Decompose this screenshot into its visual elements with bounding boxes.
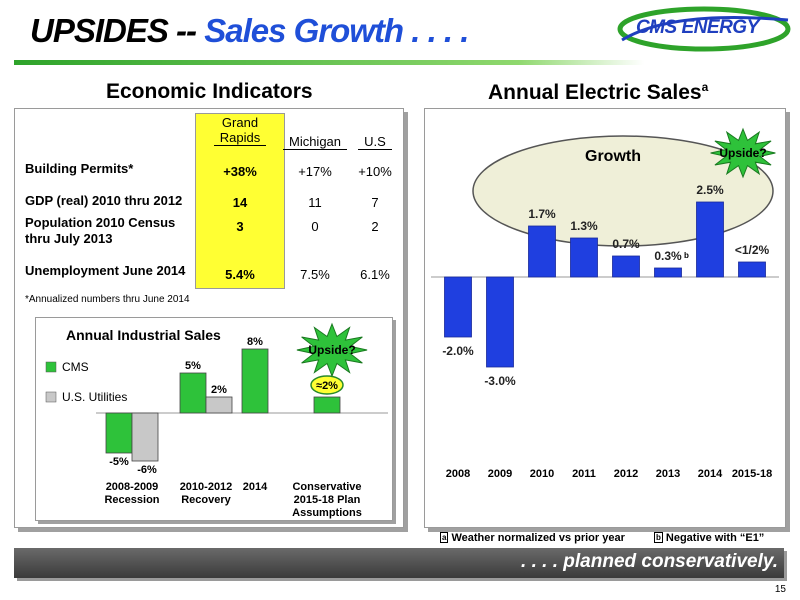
value-us-building: +10% [358, 164, 392, 179]
bar-2011 [570, 237, 598, 278]
bar-2009 [486, 276, 514, 368]
x-tick-0-0: 2008-2009 [106, 481, 159, 493]
bar-u-s-utilities-0 [131, 412, 159, 462]
x-tick-2010: 2010 [530, 468, 554, 480]
data-label-cms-2: 8% [247, 336, 263, 348]
estimate-highlight [310, 375, 344, 395]
econ-heading: Economic Indicators [106, 80, 313, 103]
legend-label-us: U.S. Utilities [62, 390, 127, 404]
bar-2013 [654, 267, 682, 278]
x-tick-2008: 2008 [446, 468, 470, 480]
upside-starburst-icon [296, 322, 368, 378]
data-label-2011: 1.3% [570, 219, 598, 233]
industrial-sales-panel: Annual Industrial Sales CMS U.S. Utilities… [35, 317, 393, 521]
value-us-gdp: 7 [371, 195, 379, 210]
page-title: UPSIDES -- Sales Growth . . . . [30, 12, 469, 49]
bar-2014 [696, 201, 724, 278]
growth-label: Growth [585, 148, 641, 165]
value-gr-gdp: 14 [232, 195, 248, 210]
industrial-title: Annual Industrial Sales [66, 327, 221, 343]
row-label-gdp: GDP (real) 2010 thru 2012 [25, 193, 183, 208]
x-tick-2015-18: 2015-18 [732, 468, 772, 480]
legend-swatch-cms [45, 361, 57, 373]
value-us-population: 2 [371, 219, 379, 234]
data-label-cms-0: -5% [109, 456, 129, 468]
x-tick-2011: 2011 [572, 468, 596, 480]
value-gr-unemployment: 5.4% [225, 267, 255, 282]
row-label-population: Population 2010 Census thru July 2013 [25, 215, 176, 246]
bar-u-s-utilities-1 [205, 396, 233, 414]
upside-label: Upside? [719, 146, 766, 160]
data-label-2013: 0.3% [654, 249, 682, 263]
data-label-2015-18: <1/2% [735, 243, 770, 257]
bar-cms-0 [105, 412, 133, 454]
x-tick-2014: 2014 [698, 468, 723, 480]
econ-panel: Grand Rapids Michigan U.S Building Permi… [14, 108, 404, 528]
value-mi-population: 0 [311, 219, 319, 234]
data-label-u-s-utilities-1: 2% [211, 384, 227, 396]
page-number: 15 [774, 584, 786, 595]
data-label-cms-1: 5% [185, 360, 201, 372]
value-us-unemployment: 6.1% [360, 267, 390, 282]
bar-cms-3 [313, 396, 341, 414]
cms-energy-logo: CMS ENERGY [612, 4, 792, 54]
col-head-michigan: Michigan [277, 134, 353, 150]
industrial-upside-label: Upside? [308, 343, 355, 357]
bar-2010 [528, 225, 556, 278]
bar-2015-18 [738, 261, 766, 278]
x-tick-3-1: 2015-18 Plan [294, 494, 361, 506]
data-label-note: b [684, 251, 689, 260]
bar-2012 [612, 255, 640, 278]
x-tick-2012: 2012 [614, 468, 638, 480]
x-tick-3-2: Assumptions [292, 507, 362, 519]
value-gr-population: 3 [236, 219, 244, 234]
col-head-us: U.S [345, 134, 405, 150]
x-tick-0-1: Recession [104, 494, 159, 506]
x-tick-2-0: 2014 [243, 481, 268, 493]
col-head-grand-rapids: Grand Rapids [195, 115, 285, 146]
logo-swoosh-icon [617, 6, 791, 52]
upside-starburst-icon [710, 127, 776, 179]
x-tick-2013: 2013 [656, 468, 680, 480]
x-tick-1-0: 2010-2012 [180, 481, 233, 493]
conclusion-banner: . . . . planned conservatively. [14, 548, 784, 578]
x-tick-1-1: Recovery [181, 494, 231, 506]
data-label-u-s-utilities-0: -6% [137, 464, 157, 476]
value-mi-gdp: 11 [308, 195, 322, 210]
data-label-2012: 0.7% [612, 237, 640, 251]
title-underline [14, 60, 644, 65]
footnote-b: b Negative with “E1” [654, 532, 765, 544]
row-label-building-permits: Building Permits* [25, 161, 134, 176]
data-label-2008: -2.0% [442, 344, 474, 358]
x-tick-3-0: Conservative [292, 481, 361, 493]
electric-heading: Annual Electric Salesa [488, 80, 709, 104]
data-label-cms-3: ≈2% [316, 380, 338, 392]
x-tick-2009: 2009 [488, 468, 512, 480]
bar-2008 [444, 276, 472, 338]
value-gr-building: +38% [223, 164, 257, 179]
footnote-a: a Weather normalized vs prior year [440, 532, 625, 544]
bar-cms-2 [241, 348, 269, 414]
electric-sales-chart: Growth -2.0% 2008 -3.0% 2009 1.7% 2010 1.3% 2011… [431, 127, 779, 480]
value-mi-building: +17% [298, 164, 332, 179]
row-label-unemployment: Unemployment June 2014 [25, 263, 186, 278]
data-label-2014: 2.5% [696, 183, 724, 197]
legend-label-cms: CMS [62, 360, 89, 374]
data-label-2010: 1.7% [528, 207, 556, 221]
grand-rapids-highlight [195, 113, 285, 289]
econ-footnote: *Annualized numbers thru June 2014 [25, 294, 190, 305]
legend-swatch-us [45, 391, 57, 403]
bar-cms-1 [179, 372, 207, 414]
data-label-2009: -3.0% [484, 374, 516, 388]
industrial-sales-chart: Annual Industrial Sales CMS U.S. Utilities… [45, 322, 388, 519]
electric-panel: Growth -2.0% 2008 -3.0% 2009 1.7% 2010 1.3% 2011… [424, 108, 786, 528]
value-mi-unemployment: 7.5% [300, 267, 330, 282]
